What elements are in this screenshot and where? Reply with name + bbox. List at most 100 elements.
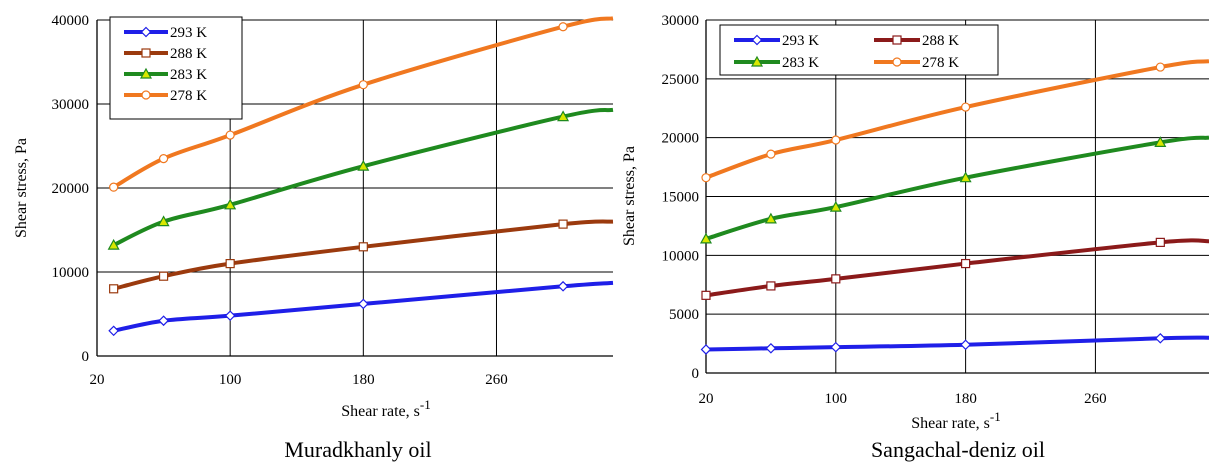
series-288k <box>109 219 614 294</box>
data-point <box>158 315 169 327</box>
series-line <box>705 238 1209 298</box>
legend-item: 288 K <box>874 33 959 49</box>
legend-marker <box>140 26 152 38</box>
data-point <box>224 198 237 210</box>
chart-caption: Sangachal-deniz oil <box>871 437 1045 462</box>
legend-item: 288 K <box>124 46 207 62</box>
data-point <box>558 22 568 32</box>
legend-label: 278 K <box>170 88 207 104</box>
legend-marker <box>750 55 764 67</box>
series-line <box>705 335 1209 352</box>
series-278k <box>701 59 1209 183</box>
y-tick-label: 25000 <box>662 72 700 88</box>
data-point <box>699 232 713 244</box>
y-axis-label: Shear stress, Pa <box>13 138 30 238</box>
data-point <box>224 310 236 322</box>
series-288k <box>701 237 1209 300</box>
data-point <box>960 339 971 351</box>
x-tick-label: 180 <box>954 391 977 407</box>
x-tick-label: 260 <box>485 372 508 388</box>
data-point <box>109 182 119 192</box>
y-tick-label: 20000 <box>52 181 90 197</box>
x-tick-label: 180 <box>352 372 375 388</box>
data-point <box>831 135 841 145</box>
data-point <box>108 325 119 337</box>
x-axis-label-exponent: -1 <box>420 397 431 412</box>
y-tick-label: 15000 <box>662 190 700 206</box>
series-293k <box>700 332 1209 355</box>
legend-box <box>719 24 999 76</box>
x-axis-label-text: Shear rate, s <box>911 415 990 432</box>
data-point <box>765 342 777 354</box>
legend-label: 293 K <box>170 25 207 41</box>
y-tick-label: 10000 <box>52 265 90 281</box>
series-293k <box>108 280 614 337</box>
data-point <box>700 344 712 355</box>
data-point <box>830 341 842 353</box>
data-point <box>357 159 370 171</box>
x-tick-label: 260 <box>1084 391 1107 407</box>
legend-marker <box>892 57 902 67</box>
data-point <box>557 280 569 292</box>
data-point <box>701 173 711 183</box>
x-tick-label: 20 <box>699 391 714 407</box>
data-point <box>158 154 169 164</box>
data-point <box>1155 237 1165 247</box>
data-point <box>557 110 570 122</box>
data-point <box>701 290 711 300</box>
legend-item: 293 K <box>124 25 207 41</box>
data-point <box>558 219 568 229</box>
data-point <box>1154 332 1166 344</box>
y-tick-label: 0 <box>82 349 90 365</box>
x-tick-label: 100 <box>219 372 242 388</box>
legend-item: 278 K <box>874 55 959 71</box>
data-point <box>959 171 972 183</box>
x-axis-label: Shear rate, s-1 <box>911 409 1000 432</box>
legend-marker <box>892 35 902 45</box>
legend-label: 288 K <box>170 46 207 62</box>
data-point <box>961 102 971 112</box>
y-tick-label: 5000 <box>669 307 699 323</box>
y-tick-label: 0 <box>692 366 700 382</box>
chart-caption: Muradkhanly oil <box>284 437 431 462</box>
data-point <box>109 284 119 294</box>
data-point <box>358 242 368 252</box>
y-axis-label: Shear stress, Pa <box>621 146 638 246</box>
legend-item: 278 K <box>124 88 207 104</box>
y-tick-label: 40000 <box>52 13 90 29</box>
legend-item: 293 K <box>734 33 819 49</box>
data-point <box>225 259 235 269</box>
legend-label: 293 K <box>782 33 819 49</box>
x-tick-label: 100 <box>825 391 848 407</box>
data-point <box>766 149 776 159</box>
legend-item: 283 K <box>734 55 819 71</box>
legend: 293 K 288 K 283 K 278 K <box>719 24 999 76</box>
series-283k <box>107 107 614 250</box>
legend-marker <box>139 67 153 79</box>
legend-label: 283 K <box>170 67 207 83</box>
legend-marker <box>751 34 763 46</box>
data-point <box>766 281 776 291</box>
series-283k <box>699 135 1209 244</box>
data-point <box>107 238 120 250</box>
data-point <box>1154 136 1167 147</box>
legend-marker <box>141 90 151 100</box>
data-point <box>358 80 368 90</box>
x-axis-label-exponent: -1 <box>990 409 1001 424</box>
data-point <box>764 212 777 224</box>
legend-marker <box>141 48 151 58</box>
series-278k <box>109 16 614 192</box>
data-point <box>961 258 971 269</box>
y-tick-label: 30000 <box>662 13 700 29</box>
legend-label: 288 K <box>922 33 959 49</box>
chart-2: 0 5000 10000 15000 20000 25000 30000 20 100 180 26… <box>621 13 1209 462</box>
data-point <box>158 271 169 281</box>
y-tick-label: 30000 <box>52 97 90 113</box>
x-tick-label: 20 <box>90 372 105 388</box>
data-point <box>157 215 170 227</box>
x-axis-label-text: Shear rate, s <box>341 403 420 420</box>
data-point <box>225 130 235 140</box>
legend-label: 278 K <box>922 55 959 71</box>
data-point <box>1155 62 1165 72</box>
